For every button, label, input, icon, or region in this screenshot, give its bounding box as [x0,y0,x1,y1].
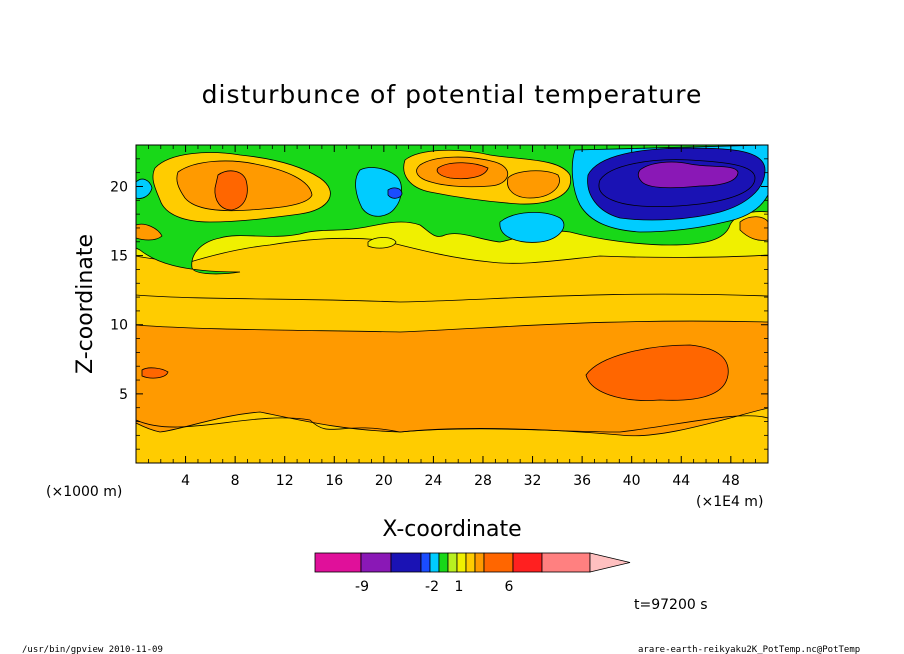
x-tick-label: 16 [325,473,343,489]
colorbar-label: -9 [355,579,369,595]
x-axis-label: X-coordinate [382,517,521,542]
colorbar-swatch [483,552,514,573]
x-tick-label: 40 [623,473,641,489]
colorbar-label: 1 [455,579,464,595]
footer-left: /usr/bin/gpview 2010-11-09 [22,645,163,654]
colorbar-swatch [456,552,467,573]
colorbar-swatch [474,552,485,573]
colorbar-swatch [390,552,422,573]
x-multiplier-right: (×1E4 m) [696,494,763,510]
x-tick-label: 28 [474,473,492,489]
x-tick-label: 48 [722,473,740,489]
colorbar-swatch [512,552,543,573]
x-tick-label: 4 [181,473,190,489]
x-tick-label: 32 [524,473,542,489]
colorbar-swatch [447,552,458,573]
y-axis-label: Z-coordinate [73,234,98,374]
chart-title: disturbunce of potential temperature [202,80,703,109]
colorbar-swatch [420,552,431,573]
x-tick-label: 24 [424,473,442,489]
colorbar-swatch [360,552,392,573]
contour-field [136,145,768,463]
colorbar-label: -2 [425,579,439,595]
x-multiplier-left: (×1000 m) [46,484,122,500]
colorbar-swatch [541,552,591,573]
colorbar-swatch [465,552,476,573]
x-tick-label: 12 [276,473,294,489]
colorbar-label: 6 [505,579,514,595]
x-tick-label: 36 [573,473,591,489]
x-tick-label: 8 [231,473,240,489]
colorbar-swatch [438,552,449,573]
footer-right: arare-earth-reikyaku2K_PotTemp.nc@PotTem… [638,645,860,654]
x-axis-ticks: 4 8 12 16 20 24 28 32 36 40 44 48 [147,145,757,489]
y-tick-label: 15 [110,249,128,265]
time-label: t=97200 s [634,597,708,613]
colorbar-extend-arrow [589,552,631,573]
plot-frame [135,144,769,464]
y-axis-ticks: 5 10 15 20 [110,158,768,450]
x-tick-label: 44 [672,473,690,489]
y-tick-label: 10 [110,318,128,334]
colorbar-swatch [429,552,440,573]
x-tick-label: 20 [375,473,393,489]
y-tick-label: 5 [119,387,128,403]
colorbar-swatch [314,552,362,573]
y-tick-label: 20 [110,179,128,195]
colorbar [314,552,631,573]
